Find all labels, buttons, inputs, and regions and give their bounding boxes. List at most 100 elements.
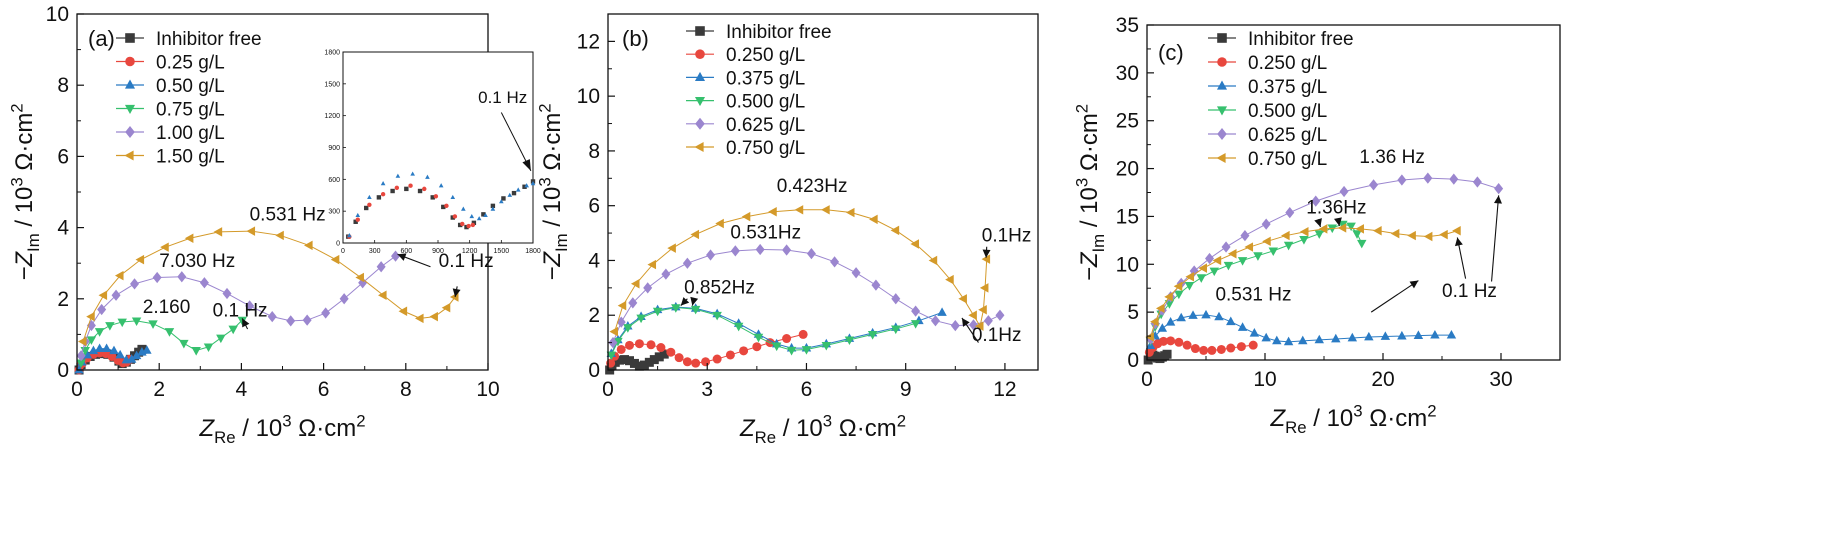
- data-point: [1216, 344, 1226, 354]
- inset-point: [394, 185, 400, 191]
- data-point: [845, 207, 855, 218]
- data-point: [644, 357, 654, 367]
- legend-label: 0.75 g/L: [156, 100, 225, 121]
- x-tick-label: 12: [993, 378, 1016, 401]
- data-point: [682, 357, 692, 367]
- data-point: [1174, 290, 1184, 300]
- annotation: 0.531 Hz: [250, 204, 326, 225]
- axis-label-part: 3: [7, 177, 26, 186]
- inset-point: [417, 188, 423, 194]
- inset-point: [511, 190, 517, 196]
- data-point: [152, 271, 162, 284]
- data-point: [1262, 236, 1271, 247]
- axis-label-part: / 10: [1307, 405, 1354, 432]
- data-point: [968, 310, 977, 320]
- data-point: [830, 256, 840, 268]
- y-axis-label: −ZIm / 103 Ω·cm2: [1072, 104, 1108, 281]
- inset-y-tick-label: 1800: [324, 50, 340, 57]
- data-point: [105, 322, 115, 331]
- data-point: [1145, 332, 1154, 342]
- data-point: [1281, 230, 1290, 241]
- y-tick-label: 8: [57, 74, 69, 97]
- x-tick-label: 10: [1253, 368, 1276, 391]
- data-point: [712, 354, 722, 364]
- panel-label: (a): [88, 26, 115, 51]
- inset-point: [450, 194, 456, 200]
- arrow-head: [242, 318, 250, 328]
- axis-label-part: Im: [24, 233, 43, 252]
- legend-marker: [695, 49, 705, 59]
- legend-label: 0.500 g/L: [1248, 101, 1327, 122]
- data-point: [160, 242, 169, 252]
- data-point: [691, 358, 701, 368]
- data-point: [753, 333, 764, 343]
- data-point: [969, 319, 978, 331]
- arrow-head: [680, 297, 690, 306]
- data-point: [115, 349, 125, 359]
- legend-marker: [125, 126, 135, 138]
- data-point: [1423, 172, 1433, 184]
- data-point: [794, 205, 804, 215]
- data-point: [114, 270, 124, 281]
- data-point: [415, 313, 424, 324]
- data-point: [891, 293, 901, 305]
- data-point: [1380, 331, 1391, 340]
- legend-marker: [1216, 152, 1226, 164]
- data-point: [355, 272, 364, 283]
- data-point: [1452, 226, 1461, 236]
- data-point: [981, 254, 991, 264]
- arrow-head: [397, 253, 407, 261]
- legend-entry-1: 0.250 g/L: [686, 45, 805, 66]
- legend-label: 0.625 g/L: [726, 115, 805, 136]
- inset-y-tick-label: 600: [328, 177, 340, 184]
- axis-label-part: Im: [1089, 234, 1108, 253]
- data-point: [199, 277, 209, 289]
- inset-point: [367, 202, 372, 207]
- inset-point: [483, 212, 488, 218]
- data-point: [937, 307, 947, 316]
- legend-entry-3: 0.500 g/L: [1208, 101, 1327, 122]
- data-point: [1221, 241, 1231, 253]
- series-5: [609, 205, 991, 337]
- data-point: [995, 309, 1005, 321]
- data-point: [117, 318, 127, 328]
- annotation: 0.1 Hz: [439, 251, 494, 272]
- data-point: [636, 314, 646, 324]
- data-point: [1165, 317, 1176, 326]
- data-point: [1338, 220, 1348, 230]
- series-3: [606, 304, 921, 361]
- data-point: [659, 349, 669, 359]
- y-tick-label: 8: [588, 140, 600, 163]
- data-point: [1439, 229, 1448, 240]
- data-point: [1352, 230, 1362, 239]
- axis-label-part: Ω·cm: [1363, 405, 1428, 432]
- legend-entry-1: 0.25 g/L: [116, 53, 225, 74]
- axis-label-part: Ω·cm: [292, 415, 357, 442]
- legend-label: 0.500 g/L: [726, 92, 805, 113]
- x-tick-label: 0: [1141, 368, 1153, 391]
- arrow-head: [1334, 217, 1342, 226]
- axis-label-part: 3: [1353, 401, 1362, 420]
- data-point: [1397, 330, 1407, 340]
- inset-point: [515, 187, 521, 192]
- inset-point: [430, 195, 435, 200]
- panel-label: (c): [1158, 40, 1184, 65]
- inset-point: [438, 183, 444, 188]
- data-point: [1472, 176, 1482, 188]
- inset-y-tick-label: 0: [336, 241, 340, 248]
- data-point: [164, 328, 175, 337]
- data-point: [706, 249, 716, 261]
- data-point: [979, 283, 989, 293]
- data-point: [1430, 329, 1440, 339]
- data-point: [628, 297, 638, 309]
- legend-marker: [1217, 33, 1227, 43]
- y-tick-label: 30: [1116, 62, 1139, 85]
- inset-point: [353, 219, 358, 224]
- data-point: [613, 337, 623, 347]
- x-tick-label: 6: [318, 378, 330, 401]
- data-point: [690, 229, 700, 240]
- data-point: [1173, 281, 1183, 292]
- data-point: [958, 294, 967, 304]
- inset-point: [380, 181, 386, 186]
- data-point: [1174, 337, 1184, 347]
